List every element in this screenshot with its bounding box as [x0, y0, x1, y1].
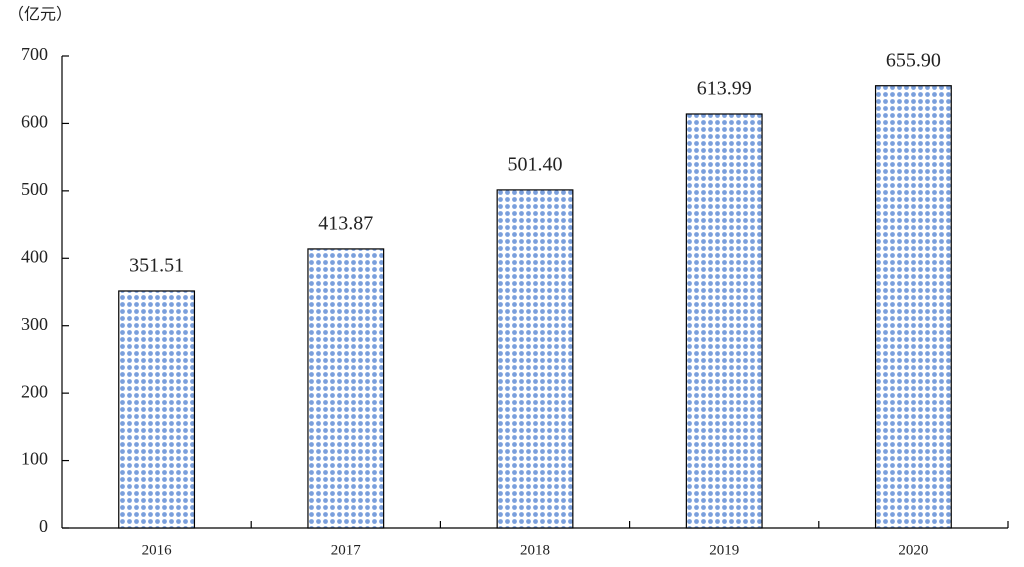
x-tick-label: 2017: [331, 542, 362, 558]
bar: [874, 85, 952, 529]
x-tick-label: 2019: [709, 542, 739, 558]
x-tick-label: 2018: [520, 542, 550, 558]
y-tick-label: 500: [21, 179, 48, 199]
value-label: 501.40: [508, 154, 563, 176]
x-tick-label: 2020: [898, 542, 928, 558]
value-label: 413.87: [318, 213, 373, 235]
y-tick-label: 600: [21, 112, 48, 132]
bar: [118, 290, 196, 529]
bar: [685, 113, 763, 529]
y-tick-label: 200: [21, 381, 48, 401]
x-tick-label: 2016: [142, 542, 173, 558]
y-tick-label: 400: [21, 246, 48, 266]
y-tick-label: 100: [21, 449, 48, 469]
value-label: 351.51: [129, 255, 184, 277]
y-tick-label: 0: [39, 516, 48, 536]
bar: [307, 248, 385, 529]
y-tick-label: 700: [21, 44, 48, 64]
y-tick-label: 300: [21, 314, 48, 334]
value-label: 655.90: [886, 49, 941, 71]
value-label: 613.99: [697, 78, 752, 100]
bar: [496, 189, 574, 529]
y-axis-label: （亿元）: [8, 6, 72, 24]
